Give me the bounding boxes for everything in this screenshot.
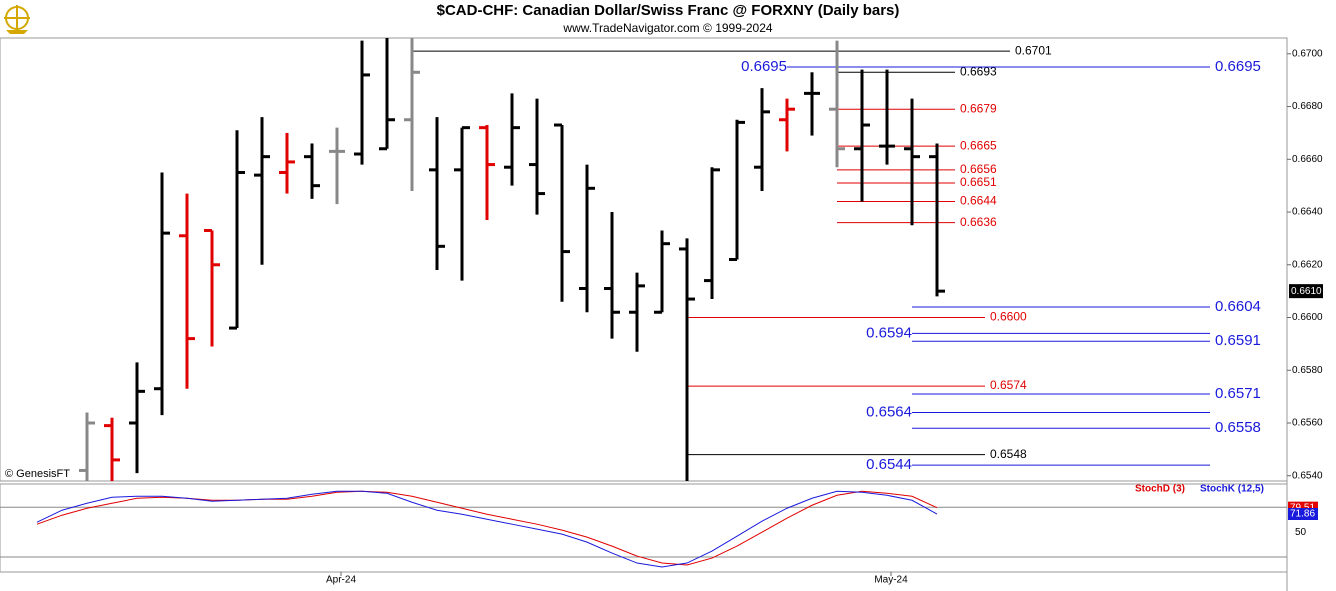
- legend-entry: StochD (3): [1135, 484, 1185, 495]
- level-label: 0.6558: [1215, 419, 1261, 436]
- level-label: 0.6651: [960, 175, 997, 189]
- level-label: 0.6591: [1215, 332, 1261, 349]
- chart-title: $CAD-CHF: Canadian Dollar/Swiss Franc @ …: [437, 2, 900, 19]
- level-label: 0.6665: [960, 138, 997, 152]
- x-tick-label: Apr-24: [326, 575, 356, 586]
- chart-subtitle: www.TradeNavigator.com © 1999-2024: [562, 21, 772, 35]
- level-label: 0.6544: [866, 456, 912, 473]
- level-label: 0.6695: [741, 58, 787, 75]
- level-label: 0.6644: [960, 194, 997, 208]
- level-label: 0.6693: [960, 64, 997, 78]
- level-label: 0.6604: [1215, 298, 1261, 315]
- indicator-value-label: 79.51: [1290, 502, 1315, 513]
- level-label: 0.6695: [1215, 58, 1261, 75]
- logo: [4, 5, 30, 34]
- y-tick-label: 0.6560: [1292, 418, 1323, 429]
- level-label: 0.6701: [1015, 43, 1052, 57]
- y-tick-label: 0.6700: [1292, 48, 1323, 59]
- y-tick-label: 0.6680: [1292, 101, 1323, 112]
- level-label: 0.6571: [1215, 385, 1261, 402]
- level-label: 0.6656: [960, 162, 997, 176]
- last-price-label: 0.6610: [1291, 286, 1322, 297]
- x-tick-label: May-24: [874, 575, 908, 586]
- y-tick-label: 0.6620: [1292, 259, 1323, 270]
- indicator-tick-label: 50: [1295, 527, 1307, 538]
- level-label: 0.6636: [960, 215, 997, 229]
- y-tick-label: 0.6540: [1292, 470, 1323, 481]
- y-tick-label: 0.6600: [1292, 312, 1323, 323]
- y-tick-label: 0.6660: [1292, 154, 1323, 165]
- legend-entry: StochK (12,5): [1200, 484, 1264, 495]
- indicator-value-box: [1288, 508, 1318, 521]
- indicator-line: [36, 490, 938, 568]
- indicator-value-label: 71.86: [1290, 509, 1315, 520]
- y-tick-label: 0.6580: [1292, 365, 1323, 376]
- y-tick-label: 0.6640: [1292, 207, 1323, 218]
- level-label: 0.6574: [990, 378, 1027, 392]
- level-label: 0.6564: [866, 403, 912, 420]
- level-label: 0.6600: [990, 310, 1027, 324]
- last-price-box: [1289, 284, 1323, 299]
- watermark: © GenesisFT: [5, 468, 70, 480]
- level-label: 0.6679: [960, 101, 997, 115]
- level-label: 0.6548: [990, 447, 1027, 461]
- level-label: 0.6594: [866, 324, 912, 341]
